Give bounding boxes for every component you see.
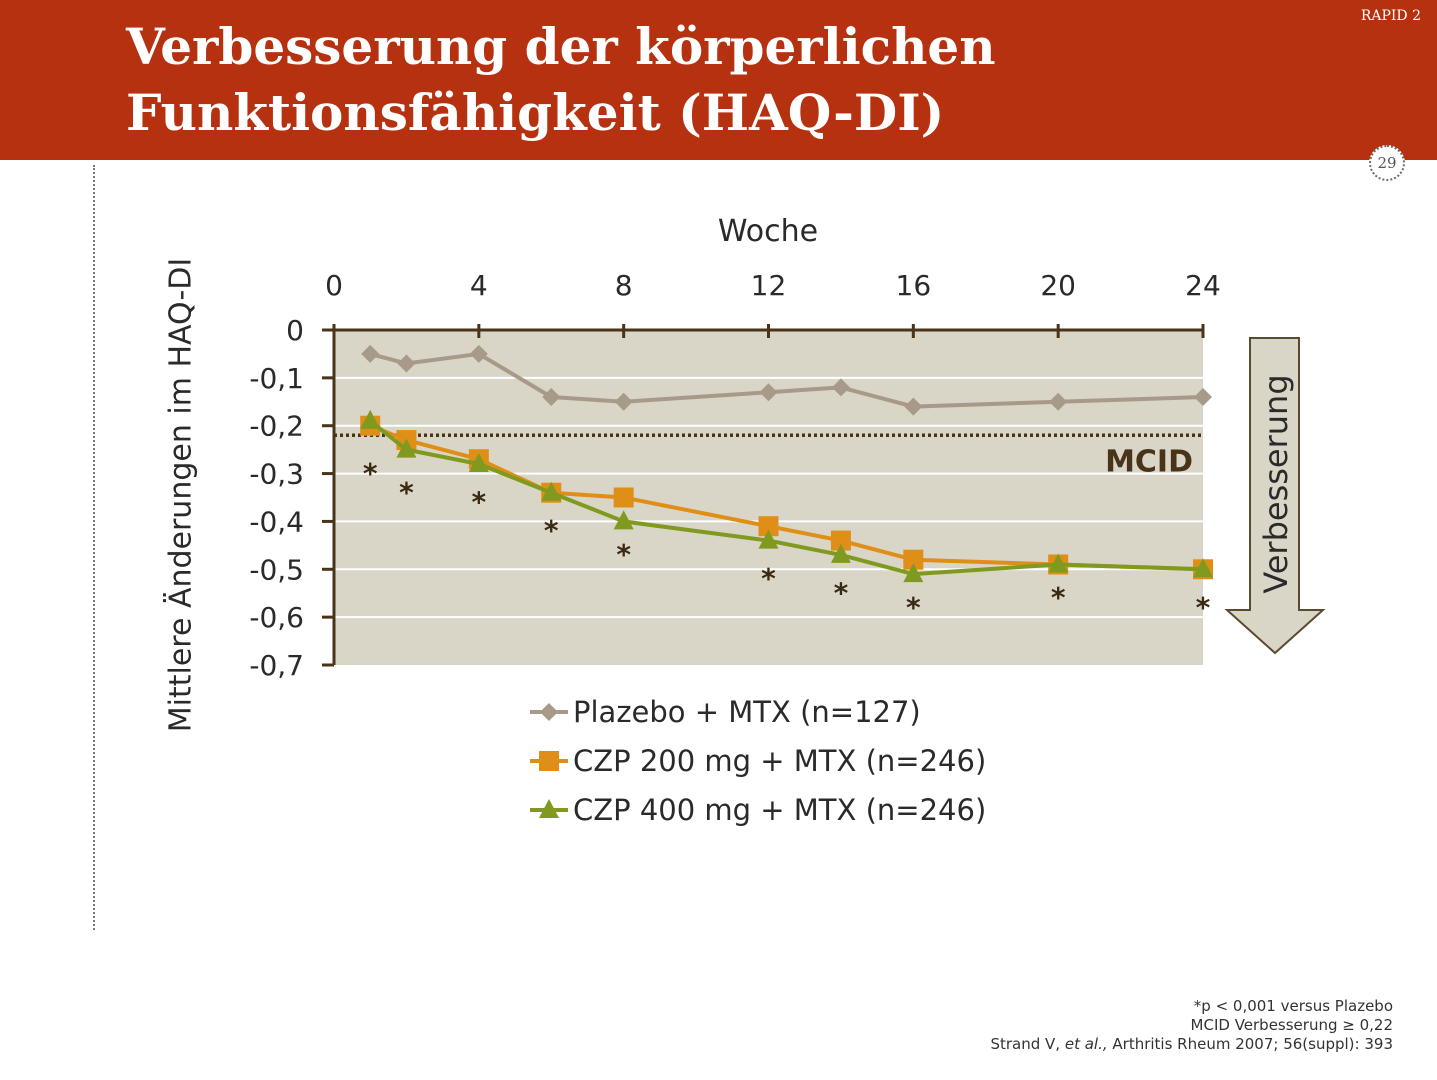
legend-item-czp200: CZP 200 mg + MTX (n=246)	[530, 744, 986, 778]
legend-marker	[540, 703, 558, 721]
y-tick-label: -0,7	[249, 649, 304, 682]
series-line-czp400	[368, 419, 1204, 577]
series-line-czp200	[369, 423, 1204, 572]
title-line-1: Verbesserung der körperlichen	[126, 17, 996, 76]
data-point-placebo	[397, 354, 416, 373]
footnote-significance: *p < 0,001 versus Plazebo	[1193, 997, 1393, 1015]
x-axis-title: Woche	[717, 214, 819, 249]
data-point-placebo	[831, 378, 850, 397]
data-point-placebo	[759, 383, 778, 402]
data-point-czp400	[758, 529, 779, 549]
footnote-citation: Strand V, et al., Arthritis Rheum 2007; …	[990, 1035, 1393, 1053]
data-point-czp400	[468, 453, 489, 472]
x-tick-label: 20	[1040, 269, 1076, 302]
improvement-arrow-label: Verbesserung	[1257, 374, 1295, 593]
legend-label: CZP 400 mg + MTX (n=246)	[573, 793, 986, 827]
legend-marker	[539, 799, 559, 818]
data-point-czp400	[830, 543, 851, 563]
data-point-placebo	[614, 392, 633, 411]
y-tick-label: -0,5	[249, 553, 304, 586]
series-line-placebo	[369, 351, 1204, 409]
footnote: *p < 0,001 versus Plazebo MCID Verbesser…	[990, 997, 1393, 1054]
data-point-czp200	[830, 530, 851, 551]
legend-item-placebo: Plazebo + MTX (n=127)	[530, 695, 921, 729]
x-tick-label: 8	[615, 269, 633, 302]
significance-asterisk: *	[544, 514, 559, 547]
data-point-czp200	[758, 516, 779, 537]
page-number-badge: 29	[1369, 145, 1405, 181]
y-tick-label: -0,3	[249, 458, 304, 491]
legend-label: Plazebo + MTX (n=127)	[573, 695, 921, 729]
title-line-2: Funktionsfähigkeit (HAQ-DI)	[126, 83, 945, 142]
x-tick-label: 24	[1185, 269, 1221, 302]
x-tick-label: 4	[470, 269, 488, 302]
y-tick-label: 0	[286, 314, 304, 347]
legend-item-czp400: CZP 400 mg + MTX (n=246)	[530, 793, 986, 827]
plot-area	[334, 330, 1203, 665]
data-point-czp400	[541, 481, 562, 501]
mcid-label: MCID	[1105, 444, 1193, 479]
legend-label: CZP 200 mg + MTX (n=246)	[573, 744, 986, 778]
data-point-placebo	[361, 344, 380, 363]
data-point-czp400	[613, 510, 634, 530]
data-point-placebo	[904, 397, 923, 416]
data-point-placebo	[1049, 392, 1068, 411]
significance-asterisk: *	[399, 476, 414, 509]
study-tag: RAPID 2	[1360, 8, 1421, 24]
data-point-czp400	[1048, 553, 1069, 573]
x-tick-label: 16	[896, 269, 932, 302]
data-point-czp400	[360, 409, 381, 429]
significance-asterisk: *	[834, 576, 849, 609]
improvement-arrow	[1224, 337, 1326, 655]
y-tick-label: -0,2	[249, 410, 304, 443]
significance-asterisk: *	[1196, 591, 1211, 624]
y-tick-label: -0,6	[249, 601, 304, 634]
footnote-mcid: MCID Verbesserung ≥ 0,22	[1190, 1016, 1393, 1034]
data-point-placebo	[1194, 388, 1212, 406]
significance-asterisk: *	[616, 538, 631, 571]
data-point-czp400	[1193, 558, 1213, 578]
legend-marker	[539, 751, 559, 771]
significance-asterisk: *	[906, 591, 921, 624]
significance-asterisk: *	[472, 486, 487, 519]
data-point-czp400	[396, 438, 417, 458]
data-point-placebo	[542, 388, 561, 406]
y-tick-label: -0,1	[249, 362, 304, 395]
data-point-czp400	[903, 563, 924, 583]
slide-header: Verbesserung der körperlichen Funktionsf…	[0, 0, 1437, 160]
data-point-czp200	[903, 549, 924, 570]
data-point-czp200	[613, 487, 634, 508]
page-title: Verbesserung der körperlichen Funktionsf…	[126, 14, 1276, 146]
x-tick-label: 0	[325, 269, 343, 302]
left-dotted-rule	[93, 165, 95, 930]
significance-asterisk: *	[761, 562, 776, 595]
significance-asterisk: *	[363, 457, 378, 490]
y-tick-label: -0,4	[249, 505, 304, 538]
significance-asterisk: *	[1051, 581, 1066, 614]
x-tick-label: 12	[751, 269, 787, 302]
data-point-placebo	[469, 344, 488, 363]
